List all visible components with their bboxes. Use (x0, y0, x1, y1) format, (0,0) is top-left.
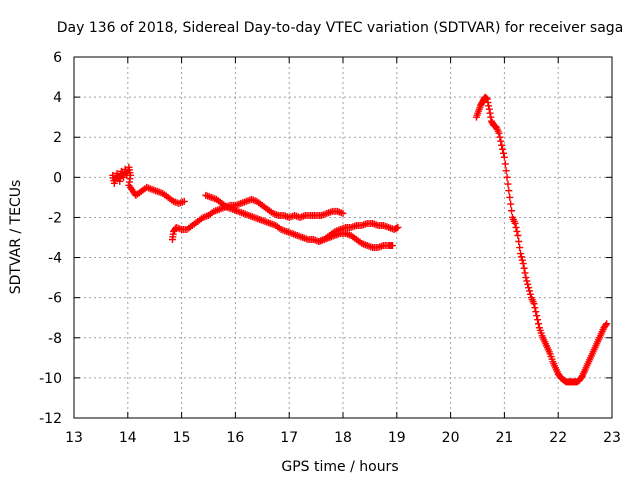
x-tick-label: 14 (119, 430, 137, 446)
y-tick-label: -10 (39, 371, 62, 387)
x-tick-label: 19 (388, 430, 406, 446)
x-tick-label: 18 (334, 430, 352, 446)
data-point (513, 227, 521, 235)
x-tick-label: 15 (173, 430, 191, 446)
y-tick-label: 6 (53, 50, 62, 66)
data-point (497, 137, 505, 145)
x-tick-label: 21 (495, 430, 513, 446)
data-series (109, 93, 611, 386)
chart-title: Day 136 of 2018, Sidereal Day-to-day VTE… (57, 20, 624, 36)
x-tick-label: 23 (603, 430, 621, 446)
data-point (486, 109, 494, 117)
data-point (522, 274, 530, 282)
data-point (532, 308, 540, 316)
y-axis-label: SDTVAR / TECUs (8, 180, 24, 295)
data-point (339, 209, 347, 217)
data-point (526, 287, 534, 295)
x-tick-label: 16 (226, 430, 244, 446)
data-point (110, 179, 118, 187)
y-tick-label: -2 (48, 210, 62, 226)
data-point (487, 113, 495, 121)
data-point (512, 223, 520, 231)
data-point (511, 219, 519, 227)
x-tick-label: 22 (549, 430, 567, 446)
data-point (518, 256, 526, 264)
data-point (516, 244, 524, 252)
data-point (534, 320, 542, 328)
y-tick-label: 4 (53, 90, 62, 106)
data-point (530, 300, 538, 308)
data-point (503, 173, 511, 181)
x-tick-label: 20 (442, 430, 460, 446)
axis-ticks (73, 56, 613, 419)
data-point (495, 129, 503, 137)
data-point (501, 160, 509, 168)
x-tick-label: 17 (280, 430, 298, 446)
data-point (517, 250, 525, 258)
data-point (502, 167, 510, 175)
data-point (515, 238, 523, 246)
y-tick-label: -4 (48, 251, 62, 267)
data-point (517, 253, 525, 261)
data-point (507, 200, 515, 208)
data-point (500, 153, 508, 161)
data-point (514, 231, 522, 239)
data-point (180, 197, 188, 205)
y-tick-label: -6 (48, 291, 62, 307)
x-axis-label: GPS time / hours (281, 459, 398, 475)
data-point (534, 316, 542, 324)
data-point (485, 102, 493, 110)
series-arc-3 (202, 191, 396, 252)
data-point (483, 95, 491, 103)
data-point (388, 242, 396, 250)
data-point (524, 280, 532, 288)
y-tick-label: 2 (53, 130, 62, 146)
data-point (523, 277, 531, 285)
tick-labels: 13 14 15 16 17 18 19 20 21 22 23 -12 -10 -8 -6 -4 -2 0 2 4 6 (39, 50, 621, 446)
data-point (505, 187, 513, 195)
y-tick-label: -8 (48, 331, 62, 347)
data-point (485, 105, 493, 113)
data-point (500, 149, 508, 157)
data-point (508, 207, 516, 215)
series-arc-5 (472, 93, 611, 386)
y-tick-label: 0 (53, 170, 62, 186)
data-point (498, 141, 506, 149)
data-point (111, 176, 119, 184)
data-point (394, 223, 402, 231)
data-point (602, 321, 610, 329)
data-point (520, 264, 528, 272)
data-point (525, 284, 533, 292)
data-point (506, 193, 514, 201)
data-point (499, 145, 507, 153)
data-point (519, 260, 527, 268)
series-arc-1 (109, 163, 188, 207)
y-tick-label: -12 (39, 411, 62, 427)
data-point (526, 290, 534, 298)
data-point (533, 312, 541, 320)
data-point (531, 304, 539, 312)
data-point (496, 133, 504, 141)
grid (74, 57, 612, 418)
series-arc-4 (315, 219, 402, 246)
x-tick-label: 13 (65, 430, 83, 446)
data-point (521, 269, 529, 277)
data-point (504, 180, 512, 188)
data-point (603, 320, 611, 328)
data-point (484, 98, 492, 106)
